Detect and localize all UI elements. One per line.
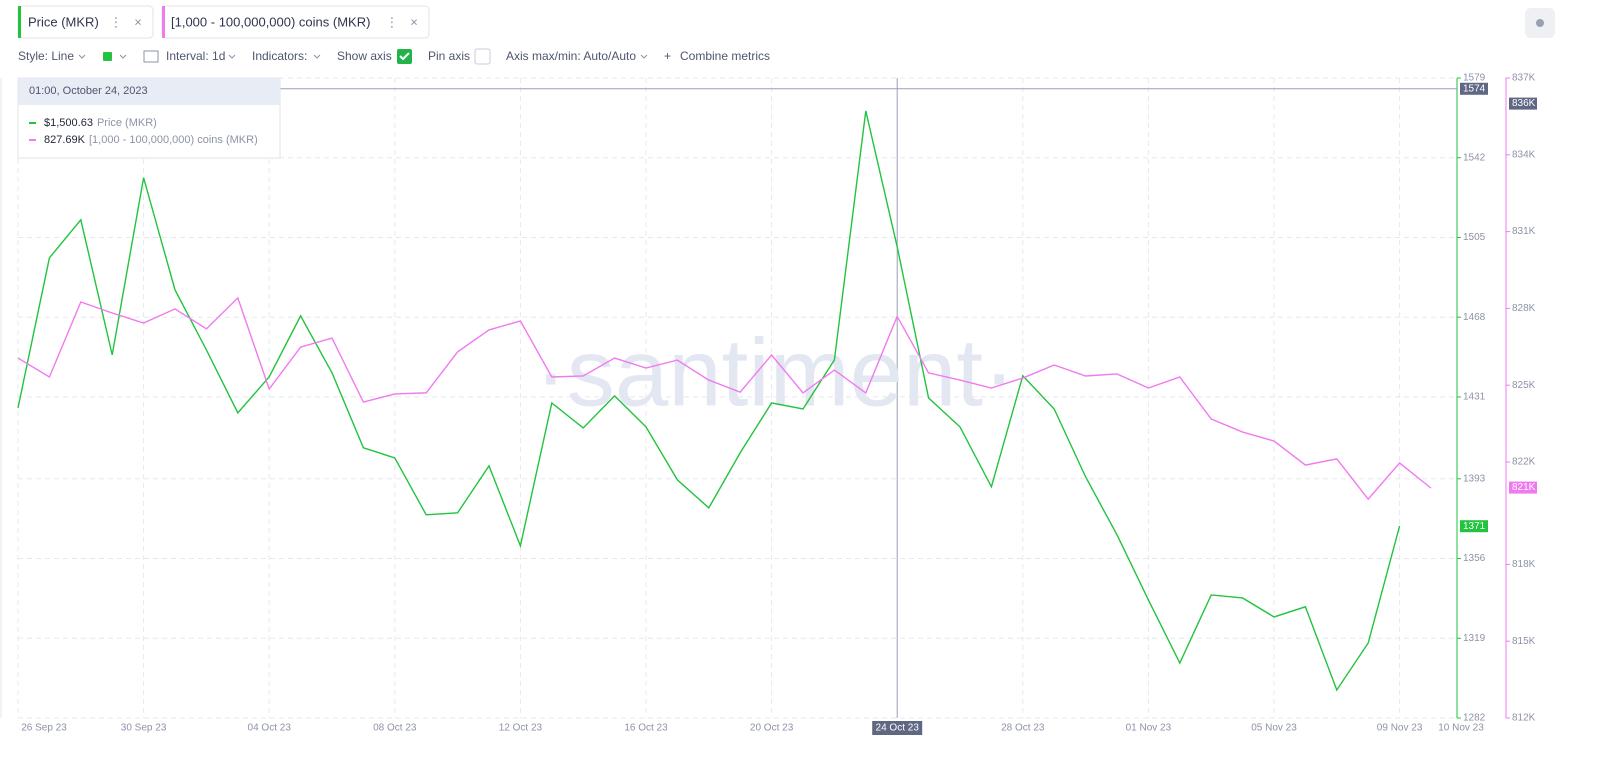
color-picker[interactable] [103, 52, 112, 61]
y2-tick-label: 834K [1512, 149, 1536, 160]
chevron [78, 54, 86, 59]
axis-maxmin-select[interactable]: Axis max/min: Auto/Auto [506, 49, 636, 63]
y2-tick-label: 831K [1512, 226, 1536, 237]
y-tick-label: 1282 [1463, 713, 1486, 724]
last-value-badge [1460, 520, 1488, 533]
y-tick-label: 1542 [1463, 152, 1486, 163]
y-tick-label: 1468 [1463, 312, 1486, 323]
chevron [119, 54, 127, 59]
chevron [228, 54, 236, 59]
interval-select[interactable]: Interval: 1d [166, 49, 225, 63]
tooltip-row: $1,500.63 Price (MKR) [44, 117, 157, 129]
interval-icon [143, 50, 159, 63]
tab-label: [1,000 - 100,000,000) coins (MKR) [171, 14, 370, 29]
pin-axis-checkbox[interactable] [474, 48, 491, 65]
series-line [17, 296, 1432, 501]
show-axis-label: Show axis [337, 49, 392, 63]
tooltip-header [18, 78, 280, 105]
tooltip-rows: $1,500.63 Price (MKR) 827.69K [1,000 - 100,… [29, 117, 258, 146]
y2-tick-label: 822K [1512, 457, 1536, 468]
y-tick-label: 1319 [1463, 633, 1486, 644]
tab-menu[interactable]: ⋮ [386, 14, 399, 29]
lines: 1371 821K [17, 110, 1537, 692]
x-tick-label: 08 Oct 23 [373, 723, 417, 734]
combine-metrics[interactable]: Combine metrics [680, 49, 770, 63]
series-line [17, 110, 1401, 692]
y-tick-label: 1505 [1463, 232, 1486, 243]
last-value-label: 821K [1512, 482, 1536, 493]
tooltip-title: 01:00, October 24, 2023 [29, 85, 148, 97]
style-select[interactable]: Style: Line [18, 49, 74, 63]
crosshair-y2-label: 836K [1512, 98, 1536, 109]
tab-accent [18, 6, 21, 38]
x-tick-label: 28 Oct 23 [1001, 723, 1045, 734]
tab-menu[interactable]: ⋮ [110, 14, 123, 29]
x-tick-label: 05 Nov 23 [1251, 723, 1297, 734]
crosshair-y-badge [1460, 82, 1488, 95]
x-tick-label: 01 Nov 23 [1126, 723, 1172, 734]
x-tick-label: 09 Nov 23 [1377, 723, 1423, 734]
check [399, 52, 410, 61]
crosshair-x-label: 24 Oct 23 [876, 723, 920, 734]
y2-tick-label: 828K [1512, 303, 1536, 314]
x-tick-label: 04 Oct 23 [248, 723, 292, 734]
x-tick-label: 10 Nov 23 [1438, 723, 1484, 734]
chevron [640, 54, 648, 59]
tooltip-value: 827.69K [44, 134, 86, 146]
tooltip-series-name: [1,000 - 100,000,000) coins (MKR) [89, 134, 258, 146]
plot: 1282 1319 1356 1393 1431 1468 1505 1542 1579 812K… [17, 73, 1537, 735]
watermark: ·santiment· [535, 319, 1015, 426]
pin-axis-label: Pin axis [428, 49, 470, 63]
plus-icon: + [664, 49, 671, 63]
y-tick-label: 1579 [1463, 73, 1486, 84]
x-tick-label: 30 Sep 23 [121, 723, 167, 734]
y2-tick-label: 837K [1512, 73, 1536, 84]
last-value-badge [1509, 481, 1537, 494]
crosshair-x-badge [872, 721, 923, 735]
y2-tick-label: 825K [1512, 380, 1536, 391]
x-tick-label: 16 Oct 23 [624, 723, 668, 734]
y2-tick-label: 812K [1512, 713, 1536, 724]
y2-tick-label: 815K [1512, 636, 1536, 647]
indicators-select[interactable]: Indicators: [252, 49, 307, 63]
x-tick-label: 26 Sep 23 [21, 723, 67, 734]
x-tick-label: 20 Oct 23 [750, 723, 794, 734]
tooltip-row: 827.69K [1,000 - 100,000,000) coins (MKR) [44, 134, 258, 146]
crosshair-y-label: 1574 [1463, 83, 1486, 94]
tab-accent [162, 6, 165, 38]
settings-icon [1536, 19, 1544, 27]
crosshair-y2-badge [1509, 97, 1537, 110]
y-tick-label: 1356 [1463, 553, 1486, 564]
last-value-label: 1371 [1463, 521, 1486, 532]
tab-close[interactable]: × [410, 14, 418, 29]
tooltip-series-name: Price (MKR) [97, 117, 157, 129]
chevron [313, 54, 321, 59]
y-tick-label: 1431 [1463, 392, 1486, 403]
y-tick-label: 1393 [1463, 473, 1486, 484]
tooltip-value: $1,500.63 [44, 117, 93, 129]
x-tick-label: 12 Oct 23 [499, 723, 543, 734]
tab-label: Price (MKR) [28, 14, 99, 29]
y2-tick-label: 818K [1512, 559, 1536, 570]
tab-close[interactable]: × [134, 14, 142, 29]
